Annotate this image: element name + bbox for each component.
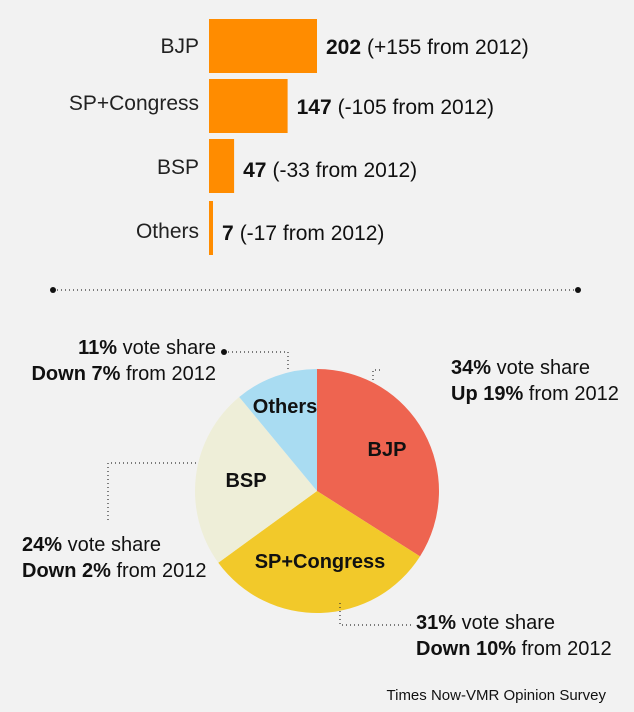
annotation-bsp: 24% vote share Down 2% from 2012 [22,534,207,582]
bar-row-others: Others 7 (-17 from 2012) [136,201,384,255]
pie-chart: BJP SP+Congress BSP Others [194,368,440,614]
svg-text:31% vote share: 31% vote share [416,612,555,634]
bar-category-label: BSP [157,156,199,179]
section-divider [50,287,581,293]
svg-text:Down 10% from 2012: Down 10% from 2012 [416,638,612,660]
bar-bsp [209,139,235,193]
bar-row-sp-congress: SP+Congress 147 (-105 from 2012) [69,79,494,133]
slice-label-bsp: BSP [225,470,266,492]
pie-slice-bsp [194,397,317,563]
svg-text:24% vote share: 24% vote share [22,534,161,556]
svg-text:Down 2% from 2012: Down 2% from 2012 [22,560,207,582]
bar-value-label: 47 (-33 from 2012) [243,159,417,182]
bar-sp-congress [209,79,288,133]
bar-value-label: 147 (-105 from 2012) [297,96,494,119]
annotation-bjp: 34% vote share Up 19% from 2012 [451,357,619,405]
bar-value-label: 7 (-17 from 2012) [222,222,384,245]
annotation-sp-congress: 31% vote share Down 10% from 2012 [416,612,612,660]
bar-bjp [209,19,317,73]
bar-chart: BJP 202 (+155 from 2012) SP+Congress 147(… [69,19,529,255]
bar-value-label: 202 (+155 from 2012) [326,36,529,59]
slice-label-bjp: BJP [368,439,407,461]
svg-text:11% vote share: 11% vote share [78,337,216,359]
bar-row-bsp: BSP 47 (-33 from 2012) [157,139,417,193]
svg-text:Up 19% from 2012: Up 19% from 2012 [451,383,619,405]
pie-slice-others [239,368,317,491]
bar-others [209,201,213,255]
bar-row-bjp: BJP 202 (+155 from 2012) [160,19,529,73]
source-credit: Times Now-VMR Opinion Survey [387,687,607,704]
annotation-others: 11% vote share Down 7% from 2012 [31,337,216,385]
pie-slice-bjp [317,368,440,557]
bar-category-label: BJP [160,35,199,58]
bar-category-label: Others [136,220,199,243]
slice-label-others: Others [253,396,317,418]
leader-dot [221,349,227,355]
pie-slice-sp-congress [218,491,421,614]
svg-text:Down 7% from 2012: Down 7% from 2012 [31,363,216,385]
bar-category-label: SP+Congress [69,92,199,115]
slice-label-sp-congress: SP+Congress [255,551,386,573]
leader-lines [107,351,412,626]
svg-text:34% vote share: 34% vote share [451,357,590,379]
